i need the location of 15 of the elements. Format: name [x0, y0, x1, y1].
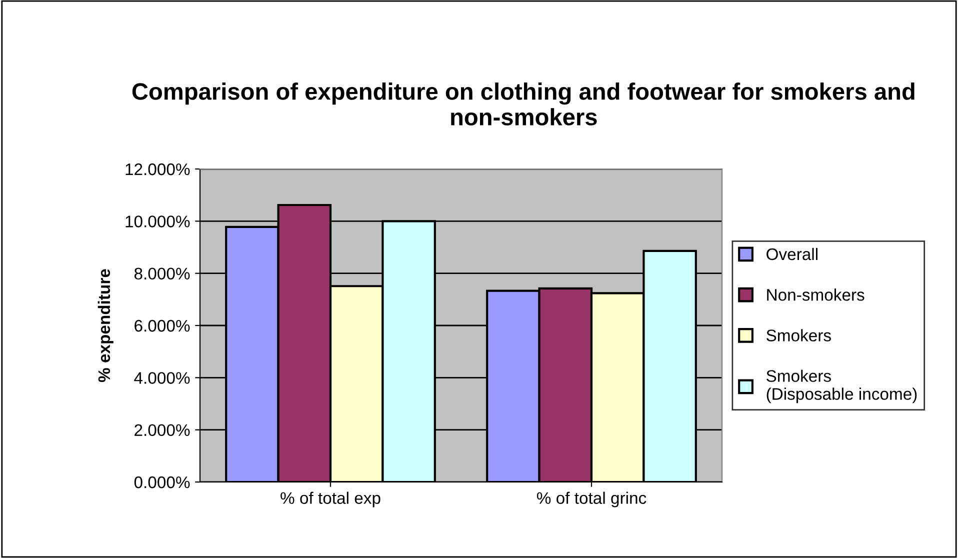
y-tick-label: 0.000% — [134, 476, 190, 488]
x-tick-label: % of total grinc — [536, 492, 646, 508]
y-tick-label: 8.000% — [134, 268, 190, 280]
y-axis-title: % expenditure — [98, 269, 114, 382]
x-tick-label: % of total exp — [280, 492, 380, 508]
legend-label: Smokers (Disposable income) — [766, 370, 917, 404]
y-tick-label: 2.000% — [134, 424, 190, 436]
y-tick-label: 12.000% — [126, 163, 190, 176]
y-tick-label: 10.000% — [126, 216, 190, 228]
y-tick-label: 6.000% — [134, 320, 190, 332]
legend-label: Smokers — [766, 329, 831, 342]
chart-title: Comparison of expenditure on clothing and footwear for smokers and non-smokers — [132, 82, 914, 126]
y-tick-label: 4.000% — [134, 372, 190, 384]
legend-label: Non-smokers — [767, 288, 864, 301]
legend-label: Overall — [766, 248, 818, 260]
